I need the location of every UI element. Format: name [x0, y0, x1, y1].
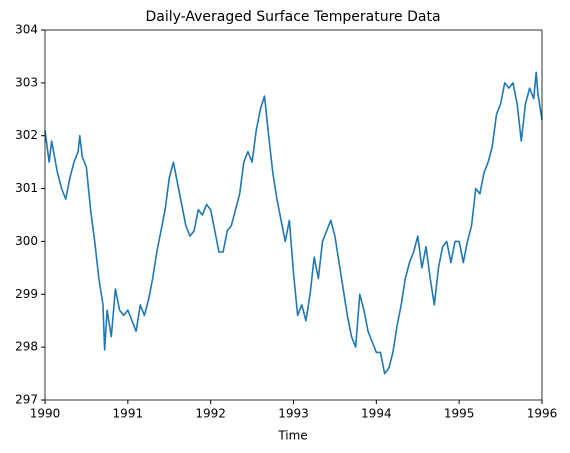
y-tick-label: 303 — [15, 75, 38, 89]
y-tick-label: 297 — [15, 393, 38, 407]
y-tick-label: 298 — [15, 340, 38, 354]
x-tick-label: 1991 — [113, 407, 144, 421]
line — [44, 71, 543, 375]
y-tick-label: 300 — [15, 234, 38, 248]
x-tick-label: 1992 — [195, 407, 226, 421]
x-tick-label: 1993 — [278, 407, 309, 421]
y-tick-label: 302 — [15, 128, 38, 142]
plot-frame — [44, 29, 543, 401]
x-tick-label: 1994 — [361, 407, 392, 421]
y-tick-label: 299 — [15, 287, 38, 301]
x-tick-label: 1990 — [30, 407, 61, 421]
chart-title: Daily-Averaged Surface Temperature Data — [145, 9, 440, 25]
x-tick-label: 1996 — [527, 407, 558, 421]
y-tick-label: 304 — [15, 23, 38, 37]
y-tick-label: 301 — [15, 181, 38, 195]
x-axis-label: Time — [277, 429, 307, 443]
x-tick-label: 1995 — [444, 407, 475, 421]
